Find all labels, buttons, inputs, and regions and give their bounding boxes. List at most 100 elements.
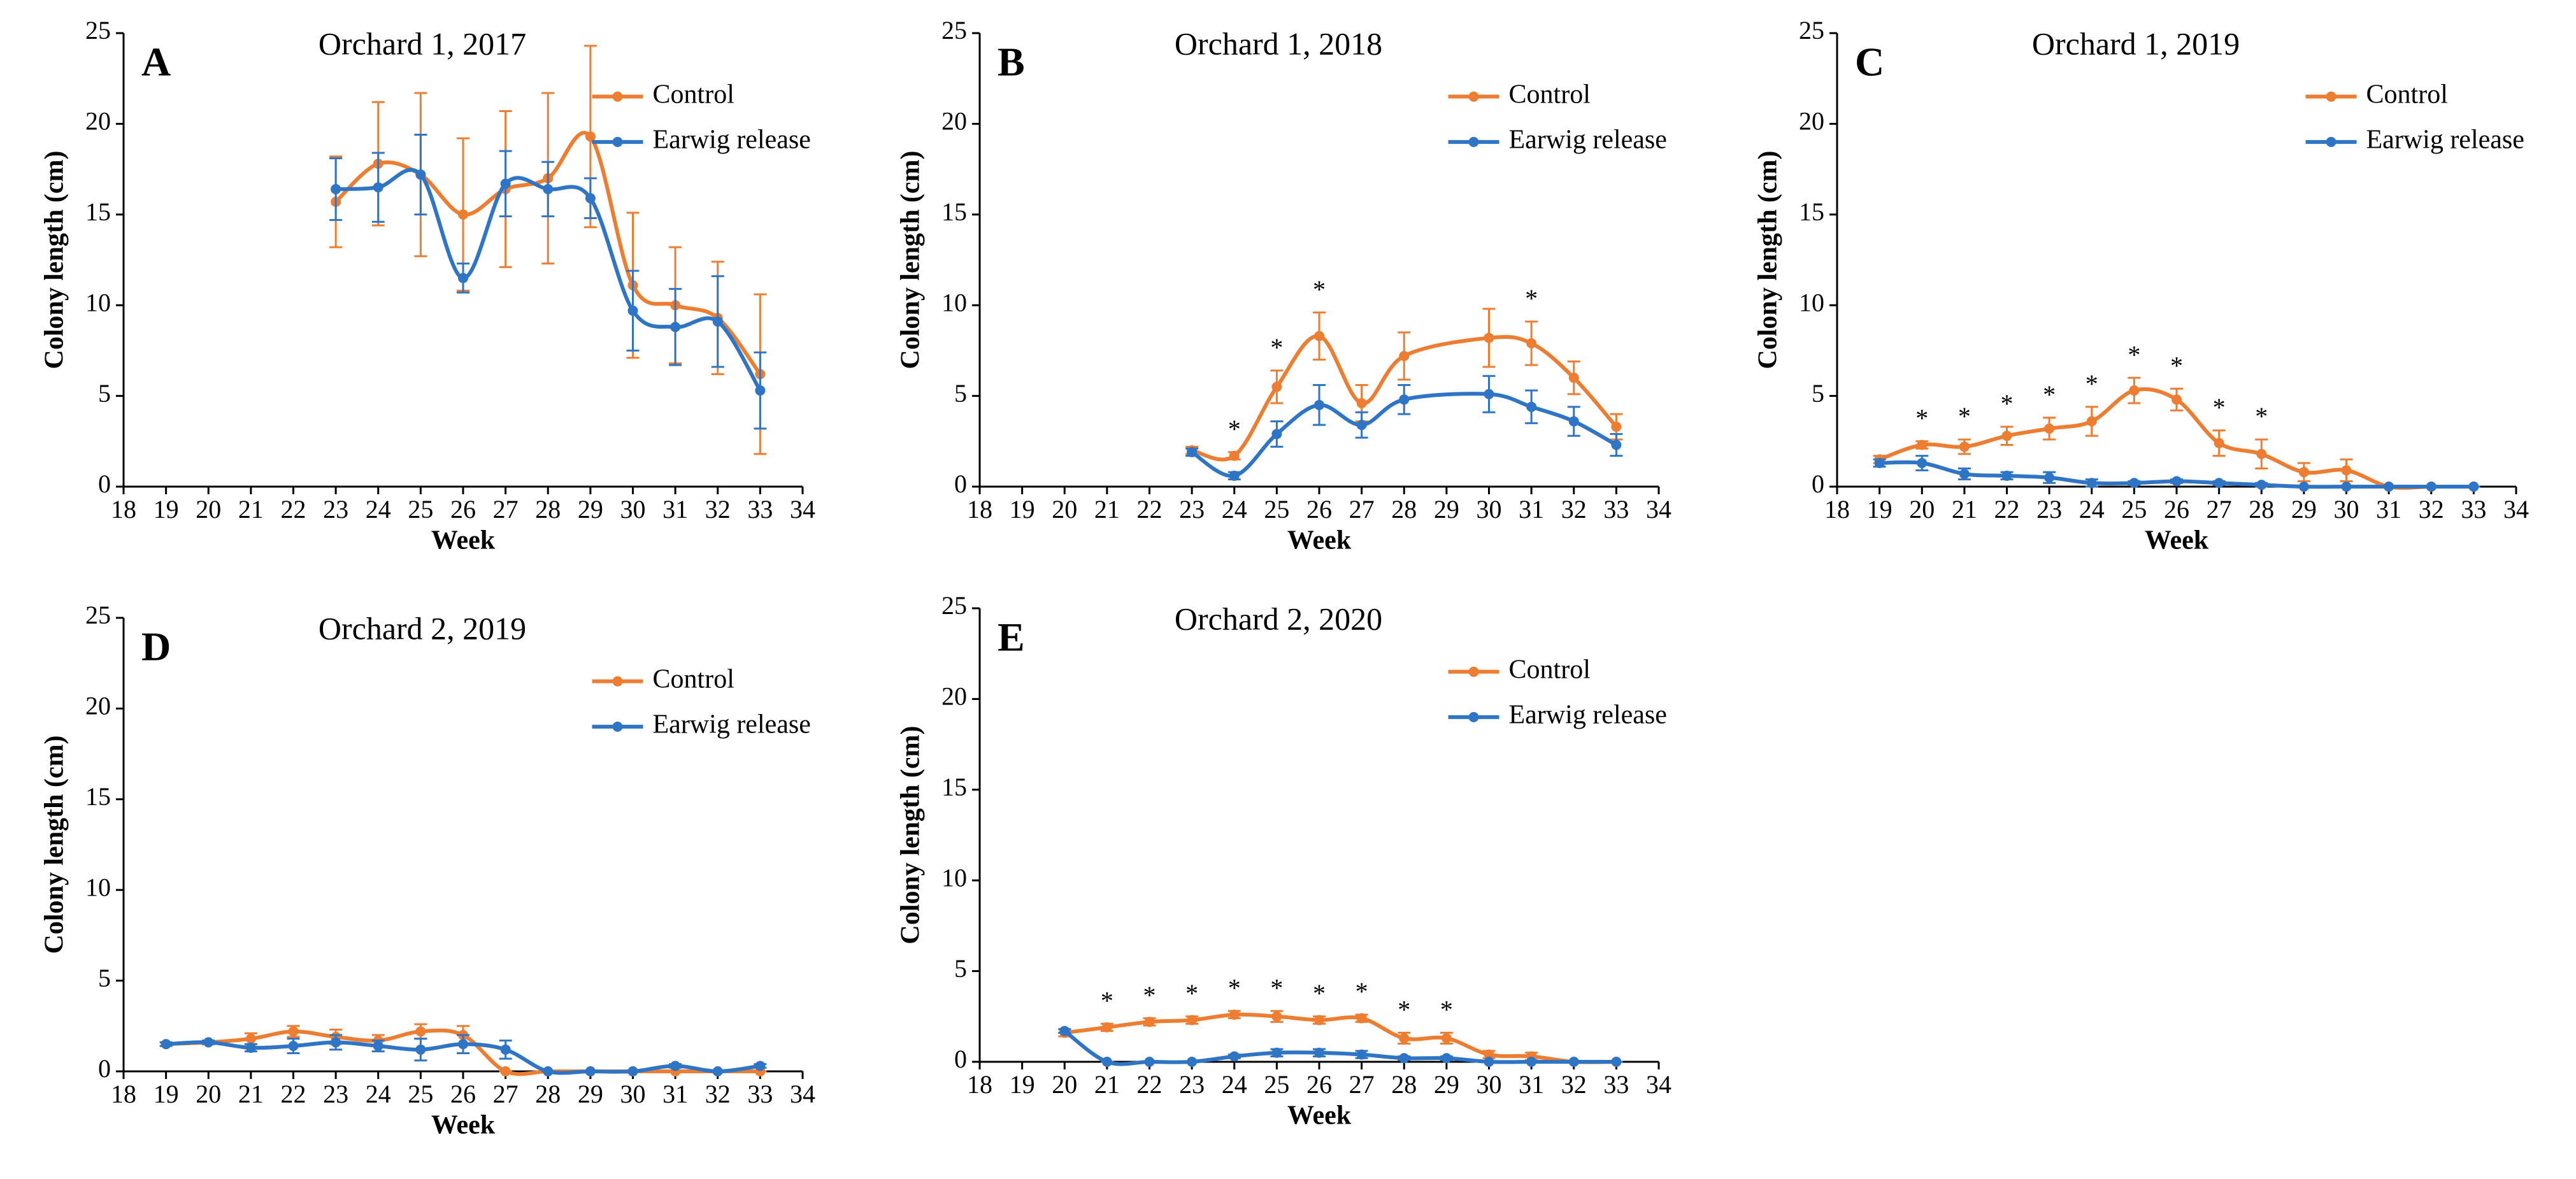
data-point xyxy=(2468,482,2479,492)
data-point xyxy=(2129,385,2140,396)
significance-mark: * xyxy=(1398,996,1410,1024)
x-tick-label: 22 xyxy=(281,1080,306,1108)
x-tick-label: 32 xyxy=(705,495,731,524)
y-tick-label: 0 xyxy=(98,469,111,498)
data-point xyxy=(2214,478,2224,489)
data-point xyxy=(1568,1057,1579,1067)
data-point xyxy=(415,1026,426,1037)
significance-mark: * xyxy=(2128,340,2140,369)
data-point xyxy=(1484,389,1494,399)
data-point xyxy=(373,1041,383,1052)
data-point xyxy=(1568,416,1579,427)
x-tick-label: 23 xyxy=(2036,495,2062,524)
y-tick-label: 15 xyxy=(85,197,111,226)
legend-marker xyxy=(1468,91,1479,102)
panel-label: A xyxy=(141,39,171,85)
significance-mark: * xyxy=(2213,393,2226,422)
legend-label: Earwig release xyxy=(1509,701,1667,730)
data-point xyxy=(288,1026,299,1037)
x-tick-label: 34 xyxy=(1646,1070,1671,1099)
x-tick-label: 33 xyxy=(2461,495,2486,524)
x-tick-label: 19 xyxy=(154,495,179,524)
data-point xyxy=(1314,1047,1324,1058)
significance-mark: * xyxy=(2043,380,2056,409)
data-point xyxy=(670,322,681,332)
data-point xyxy=(1611,1057,1622,1067)
y-axis-label: Colony length (cm) xyxy=(896,151,926,369)
x-tick-label: 31 xyxy=(1519,495,1544,524)
data-point xyxy=(458,273,468,283)
data-point xyxy=(458,209,468,220)
x-tick-label: 32 xyxy=(705,1080,731,1108)
x-tick-label: 23 xyxy=(323,1080,348,1108)
y-tick-label: 0 xyxy=(98,1054,111,1083)
significance-mark: * xyxy=(1313,275,1326,304)
data-point xyxy=(755,1061,766,1071)
x-tick-label: 22 xyxy=(1137,1070,1163,1099)
data-point xyxy=(2129,478,2140,489)
data-point xyxy=(1568,373,1579,383)
data-point xyxy=(1187,1057,1198,1067)
x-tick-label: 34 xyxy=(790,495,815,524)
x-tick-label: 25 xyxy=(1264,1070,1289,1099)
data-point xyxy=(2001,470,2012,481)
significance-mark: * xyxy=(1228,973,1241,1002)
chart-panel: 0 5 10 15 20 25 18 19 20 21 22 23 24 25 26 27 28 29 30 31 32… xyxy=(1754,16,2529,555)
x-tick-label: 34 xyxy=(1646,495,1671,524)
x-tick-label: 34 xyxy=(2503,495,2529,524)
x-tick-label: 24 xyxy=(366,495,391,524)
data-point xyxy=(755,385,766,396)
y-tick-label: 10 xyxy=(85,873,111,901)
data-point xyxy=(2298,482,2309,492)
x-tick-label: 25 xyxy=(2121,495,2147,524)
data-point xyxy=(1356,1013,1367,1024)
x-tick-label: 29 xyxy=(1434,1070,1459,1099)
x-tick-label: 22 xyxy=(1137,495,1163,524)
x-tick-label: 28 xyxy=(2249,495,2274,524)
data-point xyxy=(670,1061,681,1071)
x-tick-label: 33 xyxy=(1603,495,1629,524)
x-tick-label: 20 xyxy=(196,1080,221,1108)
x-tick-label: 24 xyxy=(1222,495,1247,524)
x-tick-label: 26 xyxy=(1306,1070,1332,1099)
y-tick-label: 25 xyxy=(941,16,967,45)
data-point xyxy=(712,316,723,327)
x-tick-label: 29 xyxy=(578,1080,603,1108)
x-tick-label: 20 xyxy=(1909,495,1935,524)
significance-mark: * xyxy=(1958,402,1971,431)
significance-mark: * xyxy=(1143,981,1156,1010)
y-tick-label: 25 xyxy=(85,16,111,45)
y-tick-label: 10 xyxy=(85,288,111,317)
y-tick-label: 5 xyxy=(98,379,111,408)
x-tick-label: 27 xyxy=(1349,1070,1375,1099)
data-point xyxy=(585,131,596,142)
data-point xyxy=(500,1044,511,1055)
data-point xyxy=(203,1037,214,1048)
x-tick-label: 18 xyxy=(111,1080,136,1108)
significance-mark: * xyxy=(1525,284,1538,313)
significance-mark: * xyxy=(1915,404,1928,432)
x-tick-label: 32 xyxy=(1561,495,1587,524)
x-axis-label: Week xyxy=(431,526,496,555)
x-tick-label: 19 xyxy=(1010,1070,1035,1099)
data-point xyxy=(415,169,426,180)
series-line xyxy=(1191,334,1618,462)
data-point xyxy=(2298,467,2309,478)
data-point xyxy=(1229,1009,1240,1020)
x-tick-label: 31 xyxy=(2376,495,2401,524)
data-point xyxy=(1399,350,1410,361)
x-tick-label: 28 xyxy=(1391,495,1417,524)
legend-label: Earwig release xyxy=(1509,125,1667,155)
data-point xyxy=(1314,399,1324,410)
data-point xyxy=(2044,423,2055,434)
x-tick-label: 20 xyxy=(1052,1070,1077,1099)
chart-panel: 0 5 10 15 20 25 18 19 20 21 22 23 24 25 26 27 28 29 30 31 32… xyxy=(896,16,1671,555)
data-point xyxy=(1271,1047,1282,1058)
data-point xyxy=(2426,482,2436,492)
x-tick-label: 30 xyxy=(2334,495,2359,524)
chart-title: Orchard 2, 2019 xyxy=(318,610,526,646)
data-point xyxy=(331,1037,341,1048)
x-tick-label: 27 xyxy=(493,495,519,524)
data-point xyxy=(373,182,383,193)
